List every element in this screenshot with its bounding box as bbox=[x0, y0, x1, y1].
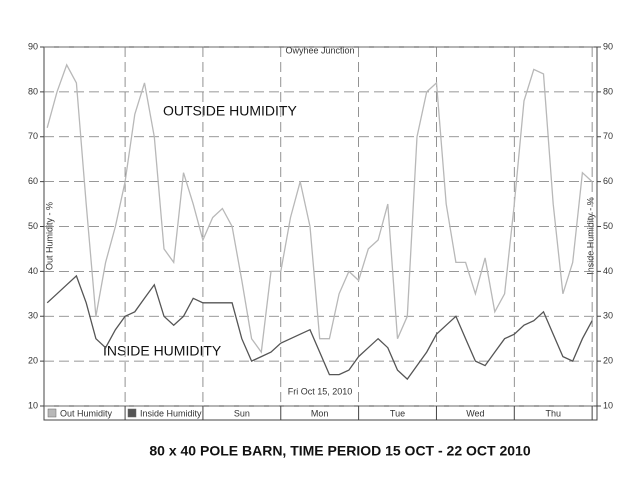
y2-axis-label: Inside Humidity - % bbox=[585, 197, 595, 275]
y2-tick-label: 40 bbox=[603, 266, 613, 276]
y-tick-label: 30 bbox=[28, 311, 38, 321]
y-tick-label: 40 bbox=[28, 266, 38, 276]
y-tick-label: 80 bbox=[28, 86, 38, 96]
y-tick-label: 60 bbox=[28, 176, 38, 186]
annotation: INSIDE HUMIDITY bbox=[103, 343, 222, 359]
series-line bbox=[46, 274, 593, 381]
y-axis-label: Out Humidity - % bbox=[44, 202, 54, 270]
legend-swatch bbox=[47, 408, 57, 418]
y-tick-label: 10 bbox=[28, 400, 38, 410]
y2-tick-label: 70 bbox=[603, 131, 613, 141]
x-tick-label: Thu bbox=[545, 408, 561, 418]
annotation: OUTSIDE HUMIDITY bbox=[163, 103, 297, 119]
x-tick-label: Mon bbox=[311, 408, 329, 418]
y-tick-label: 50 bbox=[28, 221, 38, 231]
y2-tick-label: 10 bbox=[603, 400, 613, 410]
y-tick-label: 90 bbox=[28, 41, 38, 51]
legend-label: Inside Humidity bbox=[140, 408, 202, 418]
y2-tick-label: 80 bbox=[603, 86, 613, 96]
x-tick-label: Sun bbox=[234, 408, 250, 418]
chart-subtitle: Owyhee Junction bbox=[285, 45, 354, 55]
legend-label: Out Humidity bbox=[60, 408, 113, 418]
legend-swatch bbox=[127, 408, 137, 418]
y2-tick-label: 30 bbox=[603, 311, 613, 321]
x-tick-label: Wed bbox=[466, 408, 484, 418]
chart-title: 80 x 40 POLE BARN, TIME PERIOD 15 OCT - … bbox=[149, 443, 530, 459]
series-line bbox=[46, 63, 593, 354]
y2-tick-label: 90 bbox=[603, 41, 613, 51]
y2-tick-label: 50 bbox=[603, 221, 613, 231]
y-tick-label: 20 bbox=[28, 356, 38, 366]
x-tick-label: Tue bbox=[390, 408, 405, 418]
y2-tick-label: 20 bbox=[603, 356, 613, 366]
date-label: Fri Oct 15, 2010 bbox=[288, 386, 353, 396]
y2-tick-label: 60 bbox=[603, 176, 613, 186]
y-tick-label: 70 bbox=[28, 131, 38, 141]
